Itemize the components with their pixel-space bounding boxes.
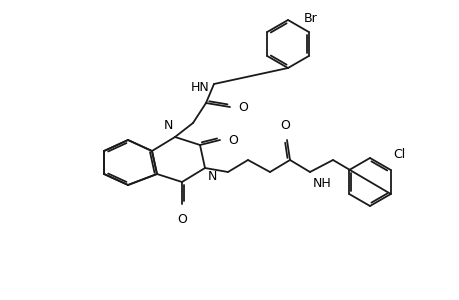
Text: NH: NH [312, 177, 331, 190]
Text: N: N [163, 119, 173, 132]
Text: O: O [177, 213, 186, 226]
Text: O: O [237, 100, 247, 113]
Text: HN: HN [191, 80, 210, 94]
Text: Br: Br [303, 11, 317, 25]
Text: O: O [228, 134, 237, 146]
Text: O: O [280, 119, 289, 132]
Text: N: N [207, 170, 217, 183]
Text: Cl: Cl [392, 148, 404, 161]
